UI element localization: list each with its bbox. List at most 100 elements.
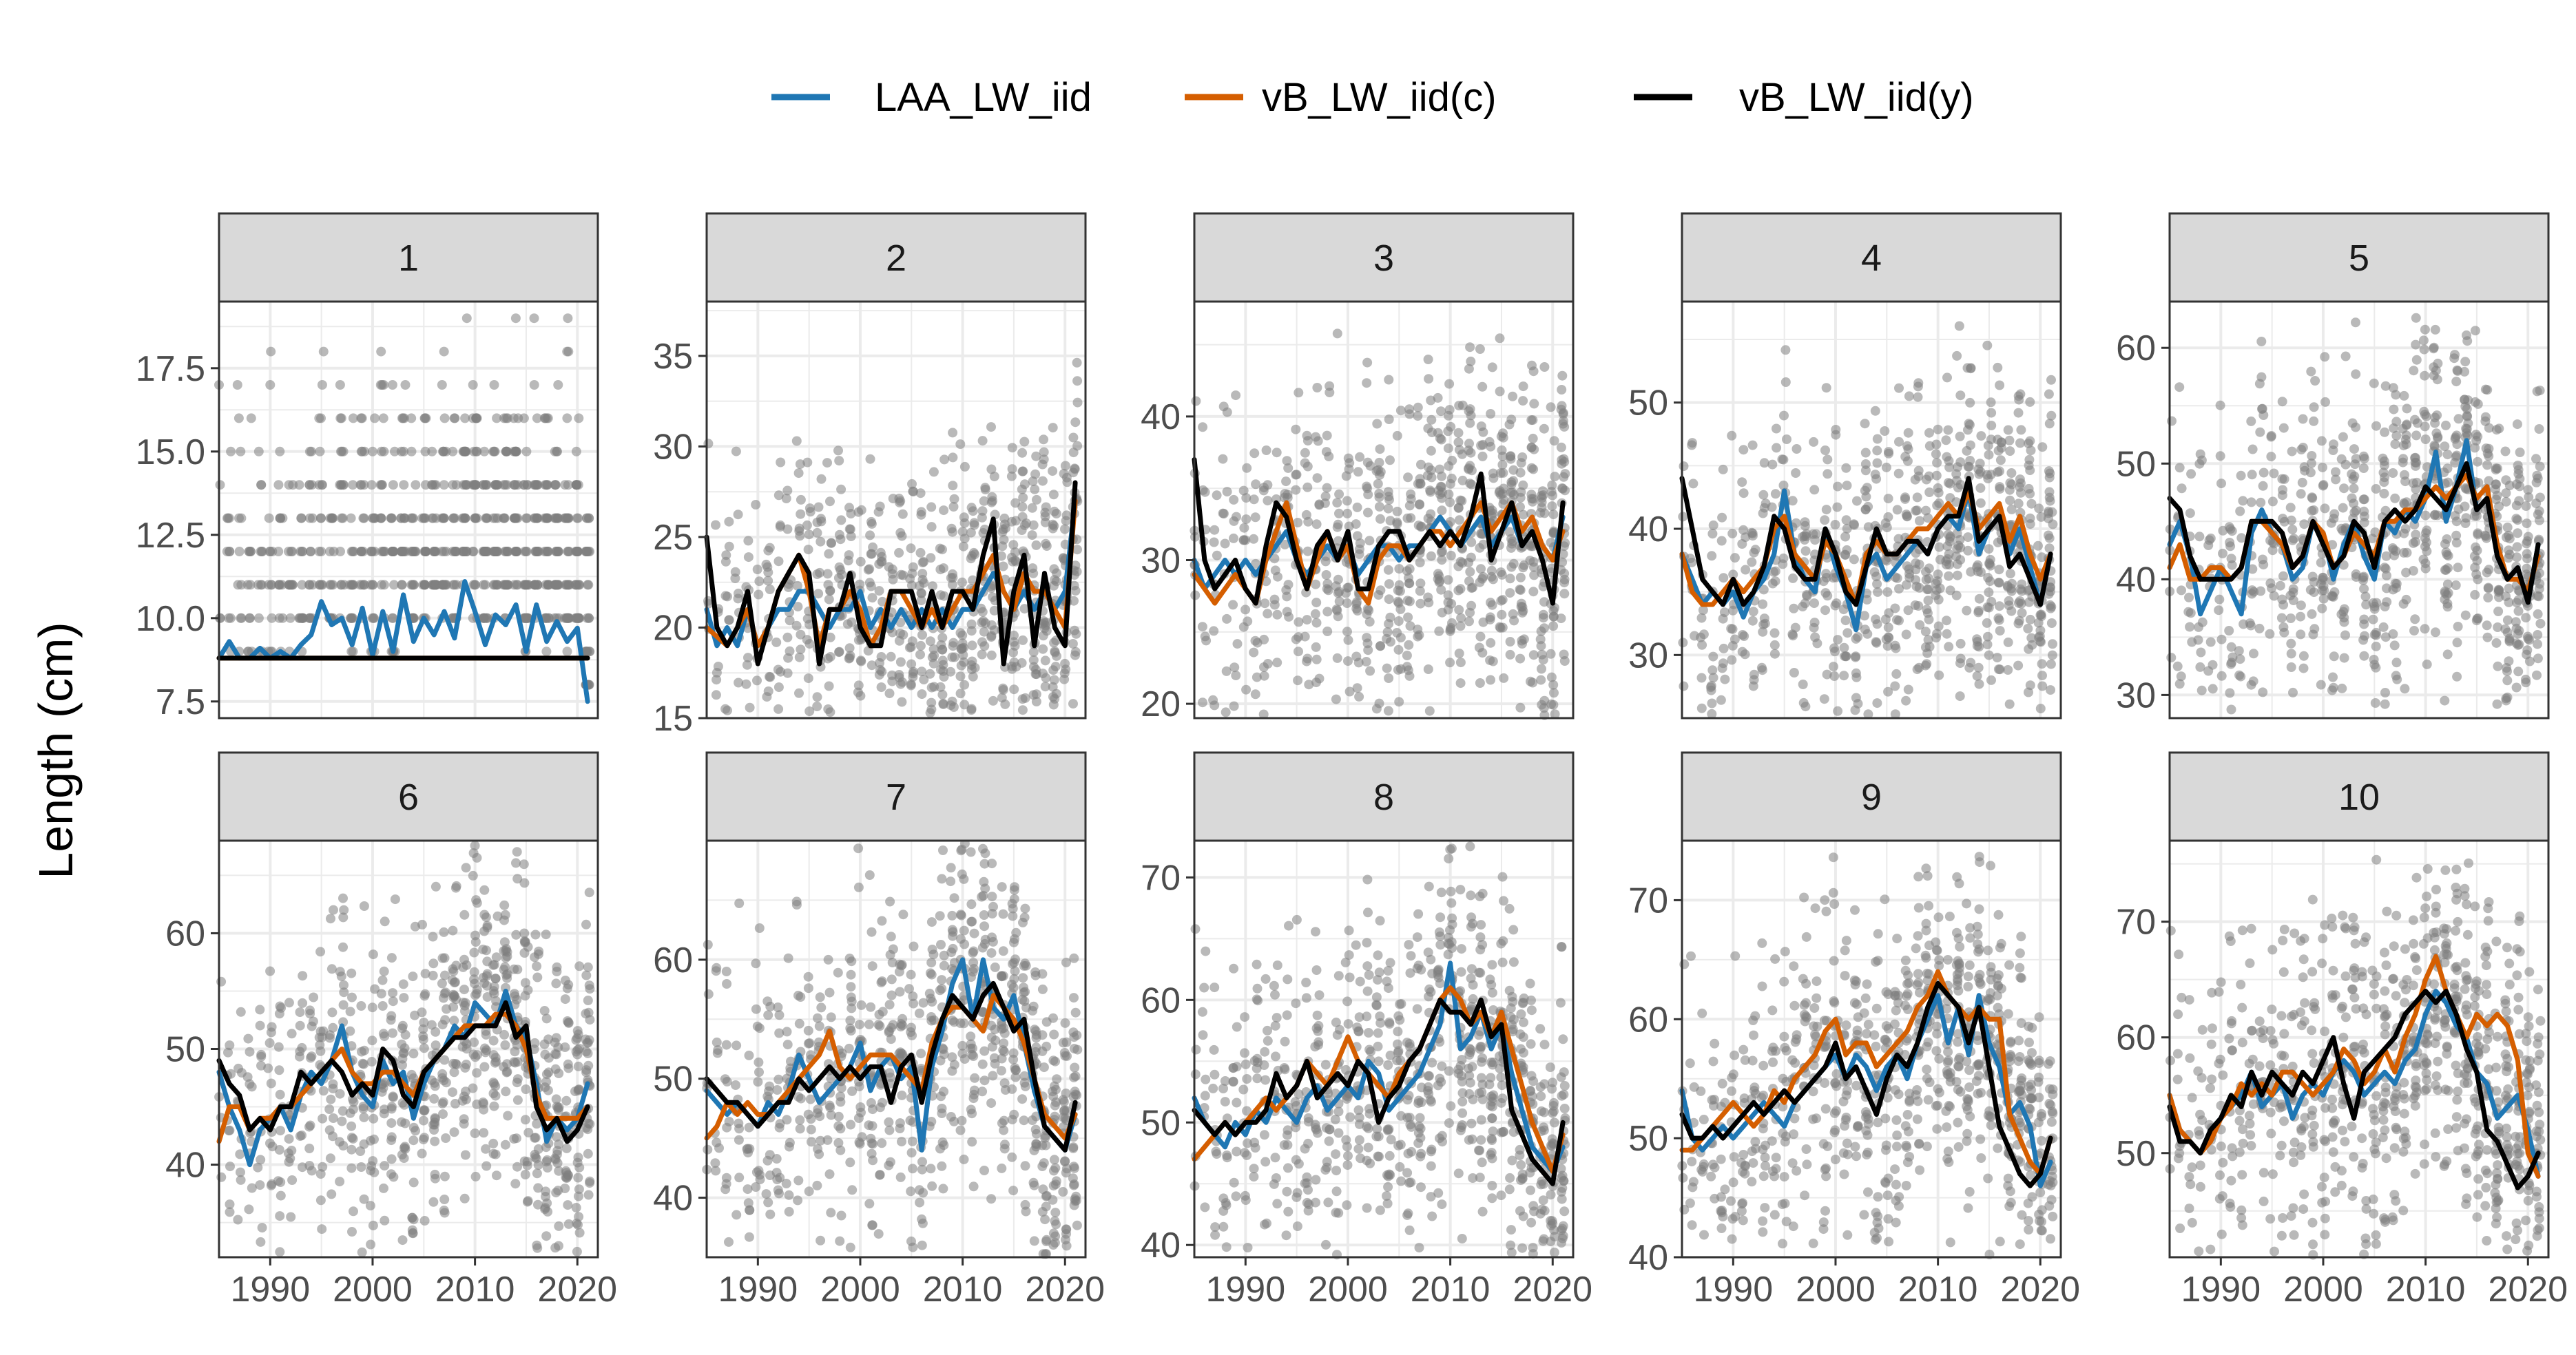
observation-point [1505,649,1515,660]
observation-point [479,910,490,920]
observation-point [2045,496,2055,506]
observation-point [273,1042,284,1052]
observation-point [266,1027,276,1038]
observation-point [1331,694,1341,704]
observation-point [836,484,846,494]
observation-point [782,1040,793,1050]
observation-point [2523,485,2533,495]
observation-point [380,1161,390,1171]
observation-point [1778,454,1789,465]
observation-point [1984,544,1994,554]
observation-point [378,413,388,423]
observation-point [2287,446,2297,456]
observation-point [488,1138,499,1148]
observation-point [794,1018,804,1029]
observation-point [1028,647,1039,657]
observation-point [1934,670,1944,680]
observation-point [287,1175,298,1185]
observation-point [1263,480,1273,490]
observation-point [284,998,294,1008]
observation-point [1454,605,1464,615]
observation-point [802,520,812,530]
observation-point [1951,590,1962,600]
observation-point [1708,520,1718,530]
observation-point [1819,694,1829,704]
observation-point [986,650,997,660]
observation-point [1028,568,1039,578]
observation-point [1994,565,2004,575]
observation-point [470,990,480,1000]
observation-point [469,974,479,985]
observation-point [2046,410,2057,421]
observation-point [1454,401,1464,411]
observation-point [286,1212,296,1222]
observation-point [1717,663,1727,673]
observation-point [368,446,377,456]
observation-point [2005,495,2015,505]
observation-point [540,1082,550,1093]
observation-point [1457,475,1468,485]
observation-point [928,467,939,477]
observation-point [1392,506,1402,516]
observation-point [711,520,720,530]
observation-point [379,966,389,976]
observation-point [2429,441,2440,450]
observation-point [346,613,357,623]
observation-point [1384,494,1394,505]
observation-point [1444,410,1453,421]
observation-point [989,605,999,616]
observation-point [1697,640,1707,650]
observation-point [1403,472,1413,483]
observation-point [386,1104,397,1114]
observation-point [376,346,386,357]
observation-point [529,480,539,490]
observation-point [1528,650,1539,660]
observation-point [2351,369,2361,379]
observation-point [1902,580,1911,590]
observation-point [1413,479,1423,489]
observation-point [948,502,959,512]
observation-point [1800,535,1810,545]
observation-point [2380,427,2390,437]
observation-point [1881,462,1891,472]
observation-point [948,452,958,463]
observation-point [1973,607,1984,618]
observation-point [1872,698,1882,708]
observation-point [2318,462,2327,472]
observation-point [2305,585,2316,595]
observation-point [570,580,581,590]
observation-point [1039,447,1049,457]
observation-point [2390,439,2400,450]
observation-point [1798,602,1808,611]
observation-point [970,549,980,560]
observation-point [348,413,358,423]
observation-point [2285,613,2296,623]
observation-point [439,413,450,423]
observation-point [253,446,264,456]
observation-point [2024,483,2034,494]
observation-point [370,413,380,423]
observation-point [1229,533,1238,543]
observation-point [1038,631,1048,641]
observation-point [399,446,409,456]
observation-point [1963,532,1973,543]
observation-point [397,1023,407,1033]
observation-point [825,632,835,642]
observation-point [326,914,335,924]
observation-point [2431,627,2440,638]
observation-point [1505,588,1515,598]
observation-point [488,1050,499,1060]
observation-point [366,1239,376,1250]
observation-point [2380,563,2390,573]
observation-point [2515,481,2525,492]
observation-point [2533,639,2542,649]
observation-point [834,562,844,572]
observation-point [2238,496,2248,506]
observation-point [720,591,731,601]
observation-point [2429,370,2439,381]
observation-point [326,513,337,523]
observation-point [305,1005,315,1016]
observation-point [783,953,793,963]
observation-point [1212,490,1222,501]
observation-point [563,513,574,523]
